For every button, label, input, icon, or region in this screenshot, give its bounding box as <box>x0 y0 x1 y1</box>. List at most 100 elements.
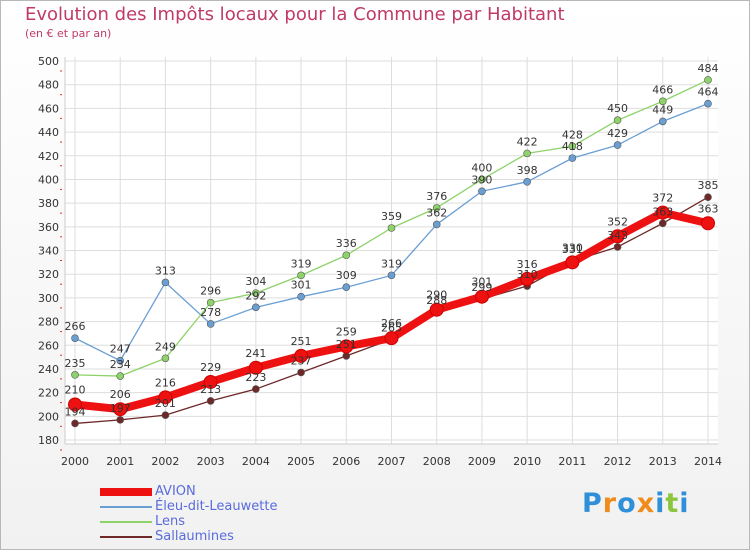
data-label: 265 <box>381 321 402 334</box>
data-label: 206 <box>110 388 131 401</box>
x-tick-label: 2003 <box>197 455 225 468</box>
x-tick-label: 2006 <box>332 455 360 468</box>
data-point <box>658 219 667 228</box>
data-label: 362 <box>426 206 447 219</box>
y-tick-label: 480 <box>38 79 59 92</box>
x-tick-label: 2010 <box>513 455 541 468</box>
logo-letter: i <box>655 488 666 519</box>
data-label: 259 <box>336 325 357 338</box>
y-tick-label: 400 <box>38 173 59 186</box>
x-tick-label: 2008 <box>423 455 451 468</box>
data-point <box>297 292 305 301</box>
data-point <box>71 419 79 428</box>
data-label: 247 <box>110 343 131 356</box>
y-tick-label: 340 <box>38 245 59 258</box>
data-label: 201 <box>155 397 176 410</box>
data-label: 316 <box>517 258 538 271</box>
legend-label: AVION <box>155 484 196 499</box>
legend-label: Lens <box>155 514 186 529</box>
data-point <box>478 187 486 196</box>
data-point <box>655 205 670 220</box>
data-label: 251 <box>336 338 357 351</box>
data-point <box>568 154 577 162</box>
proxiti-logo: Proxiti <box>582 488 690 519</box>
y-tick-label: 460 <box>38 102 59 115</box>
data-label: 197 <box>110 402 131 415</box>
data-label: 229 <box>200 361 221 374</box>
y-tick-label: 380 <box>38 197 59 210</box>
data-point <box>384 331 399 346</box>
x-tick-label: 2009 <box>468 455 496 468</box>
data-point <box>704 76 712 84</box>
data-label: 310 <box>517 268 538 281</box>
data-point <box>613 116 622 125</box>
data-label: 449 <box>652 103 673 116</box>
data-point <box>252 303 260 312</box>
data-point <box>206 298 215 307</box>
legend-swatch <box>100 488 152 496</box>
data-point <box>342 352 351 360</box>
data-point <box>339 339 354 354</box>
data-label: 223 <box>245 371 266 384</box>
data-label: 296 <box>200 285 221 298</box>
data-point <box>158 390 173 405</box>
data-point <box>252 385 260 393</box>
data-point <box>297 271 305 280</box>
x-tick-label: 2001 <box>106 455 134 468</box>
legend-swatch <box>100 536 152 538</box>
data-label: 249 <box>155 340 176 353</box>
data-point <box>432 204 441 212</box>
data-point <box>116 356 125 365</box>
data-point <box>342 251 351 260</box>
data-label: 398 <box>517 164 538 177</box>
data-label: 390 <box>471 173 492 186</box>
data-point <box>474 289 489 304</box>
data-point <box>658 97 667 106</box>
y-tick-label: 220 <box>38 387 59 400</box>
data-point <box>429 302 444 317</box>
data-label: 237 <box>291 354 312 367</box>
data-label: 450 <box>607 102 628 115</box>
data-label: 343 <box>607 229 628 242</box>
data-label: 466 <box>652 83 673 96</box>
logo-letter: P <box>582 488 603 519</box>
x-tick-label: 2014 <box>694 455 722 468</box>
data-label: 372 <box>652 192 673 205</box>
data-point <box>203 374 218 389</box>
data-label: 216 <box>155 376 176 389</box>
data-point <box>294 348 309 363</box>
data-label: 251 <box>291 335 312 348</box>
legend-swatch <box>100 521 152 523</box>
data-label: 278 <box>200 306 221 319</box>
data-label: 288 <box>426 294 447 307</box>
data-label: 292 <box>245 289 266 302</box>
data-point <box>387 271 396 280</box>
data-label: 331 <box>562 243 583 256</box>
data-point <box>71 371 79 379</box>
data-label: 422 <box>517 135 538 148</box>
logo-letter: x <box>636 488 656 519</box>
data-label: 319 <box>291 257 312 270</box>
data-label: 266 <box>65 320 86 333</box>
data-point <box>206 397 215 405</box>
data-label: 352 <box>607 215 628 228</box>
data-point <box>610 229 625 244</box>
data-point <box>613 243 622 251</box>
y-tick-label: 360 <box>38 221 59 234</box>
x-tick-label: 2004 <box>242 455 270 468</box>
data-label: 363 <box>698 202 719 215</box>
data-label: 290 <box>426 289 447 302</box>
data-point <box>520 271 535 286</box>
y-tick-label: 260 <box>38 339 59 352</box>
data-label: 299 <box>471 281 492 294</box>
data-point <box>252 289 260 297</box>
data-label: 309 <box>336 269 357 282</box>
data-label: 234 <box>110 358 131 371</box>
logo-letter: i <box>679 488 690 519</box>
y-tick-label: 200 <box>38 410 59 423</box>
data-label: 385 <box>698 179 719 192</box>
data-point <box>116 372 125 380</box>
y-tick-label: 500 <box>38 55 59 68</box>
data-label: 484 <box>698 62 719 75</box>
x-tick-label: 2007 <box>378 455 406 468</box>
